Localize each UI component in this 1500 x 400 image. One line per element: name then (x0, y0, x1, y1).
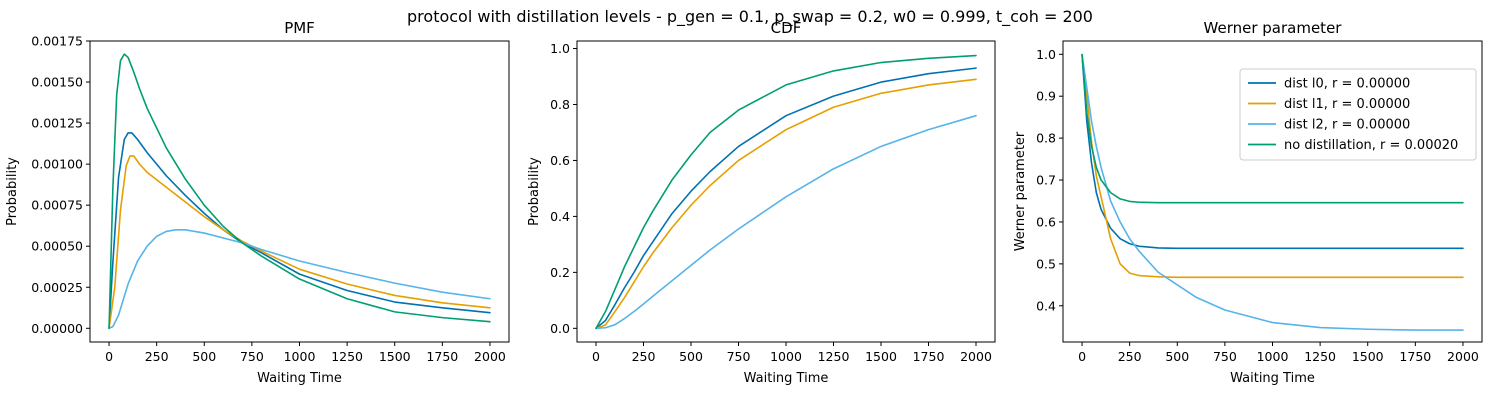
y-tick-label: 0.6 (550, 153, 570, 168)
subplot-3: Werner parameter 0 250 500 750 1000 1250 1500 17… (1013, 19, 1483, 386)
x-tick-label: 750 (727, 349, 751, 364)
legend: dist l0, r = 0.00000 dist l1, r = 0.00000… (1239, 68, 1477, 161)
series-line-1 (595, 67, 977, 330)
y-tick-label: 0.00025 (31, 280, 83, 295)
x-tick-label: 1500 (865, 349, 897, 364)
x-tick-label: 1500 (379, 349, 411, 364)
series-line-2 (595, 78, 977, 330)
y-tick-label: 0.0 (550, 321, 570, 336)
x-tick-label: 1250 (331, 349, 363, 364)
y-tick-label: 0.00050 (31, 239, 83, 254)
x-tick-label: 1750 (913, 349, 945, 364)
y-tick-label: 0.4 (550, 209, 570, 224)
y-tick-label: 1.0 (1036, 47, 1056, 62)
x-tick-label: 1750 (426, 349, 458, 364)
series-lines (1081, 53, 1464, 331)
axes-frame (89, 40, 510, 343)
series-line-4 (108, 53, 491, 330)
y-tick-label: 0.00150 (31, 75, 83, 90)
x-tick-label: 750 (1213, 349, 1237, 364)
y-tick-label: 0.00000 (31, 321, 83, 336)
y-axis-label: Werner parameter (1013, 131, 1028, 251)
x-tick-label: 0 (592, 349, 600, 364)
series-lines (108, 53, 491, 330)
x-tick-label: 500 (679, 349, 703, 364)
y-tick-label: 0.4 (1036, 298, 1056, 313)
y-tick-label: 0.7 (1036, 173, 1056, 188)
subplot-title: PMF (284, 19, 315, 37)
subplots: PMF 0 250 500 750 1000 1250 1500 1750 2000 0.00000… (5, 19, 1483, 386)
series-line-2 (108, 155, 491, 330)
y-tick-label: 0.8 (1036, 131, 1056, 146)
series-line-4 (595, 54, 977, 330)
y-tick-label: 0.2 (550, 265, 570, 280)
x-axis-label: Waiting Time (257, 371, 342, 386)
y-axis-label: Probability (5, 157, 20, 226)
legend-entry: no distillation, r = 0.00020 (1284, 138, 1458, 153)
y-tick-label: 0.00075 (31, 198, 83, 213)
y-tick-label: 0.8 (550, 97, 570, 112)
x-tick-label: 1000 (284, 349, 316, 364)
y-tick-label: 0.9 (1036, 89, 1056, 104)
legend-entry: dist l0, r = 0.00000 (1284, 77, 1410, 92)
series-line-3 (108, 228, 491, 330)
y-axis-label: Probability (527, 157, 542, 226)
y-tick-label: 1.0 (550, 41, 570, 56)
figure-suptitle: protocol with distillation levels - p_ge… (407, 7, 1093, 27)
x-tick-label: 1000 (1257, 349, 1289, 364)
y-tick-label: 0.00100 (31, 157, 83, 172)
y-tick-label: 0.00175 (31, 34, 83, 49)
subplot-title: Werner parameter (1204, 19, 1343, 37)
series-line-1 (1081, 53, 1464, 250)
x-tick-label: 250 (1118, 349, 1142, 364)
x-tick-label: 1250 (818, 349, 850, 364)
x-tick-label: 2000 (960, 349, 992, 364)
axes-frame (576, 40, 996, 343)
x-tick-label: 1000 (770, 349, 802, 364)
x-tick-label: 1750 (1399, 349, 1431, 364)
y-tick-label: 0.00125 (31, 116, 83, 131)
subplot-1: PMF 0 250 500 750 1000 1250 1500 1750 2000 0.00000… (5, 19, 510, 386)
series-line-4 (1081, 53, 1464, 204)
x-tick-label: 1250 (1304, 349, 1336, 364)
x-tick-label: 0 (105, 349, 113, 364)
x-tick-label: 500 (192, 349, 216, 364)
series-line-1 (108, 132, 491, 330)
x-axis-label: Waiting Time (1230, 371, 1315, 386)
x-tick-label: 0 (1078, 349, 1086, 364)
x-axis-label: Waiting Time (744, 371, 829, 386)
series-line-3 (595, 114, 977, 330)
legend-entry: dist l2, r = 0.00000 (1284, 118, 1410, 133)
x-tick-label: 2000 (474, 349, 506, 364)
y-tick-label: 0.6 (1036, 214, 1056, 229)
series-line-3 (1081, 53, 1464, 331)
x-tick-label: 250 (632, 349, 656, 364)
x-tick-label: 2000 (1447, 349, 1479, 364)
series-lines (595, 54, 977, 330)
x-tick-label: 1500 (1352, 349, 1384, 364)
subplot-2: CDF 0 250 500 750 1000 1250 1500 1750 2000 0.0 0.2 0… (527, 19, 996, 386)
x-tick-label: 500 (1165, 349, 1189, 364)
legend-entry: dist l1, r = 0.00000 (1284, 97, 1410, 112)
subplot-title: CDF (771, 19, 802, 37)
x-tick-label: 750 (240, 349, 264, 364)
legend-box (1239, 68, 1477, 161)
y-tick-label: 0.5 (1036, 256, 1056, 271)
x-tick-label: 250 (145, 349, 169, 364)
